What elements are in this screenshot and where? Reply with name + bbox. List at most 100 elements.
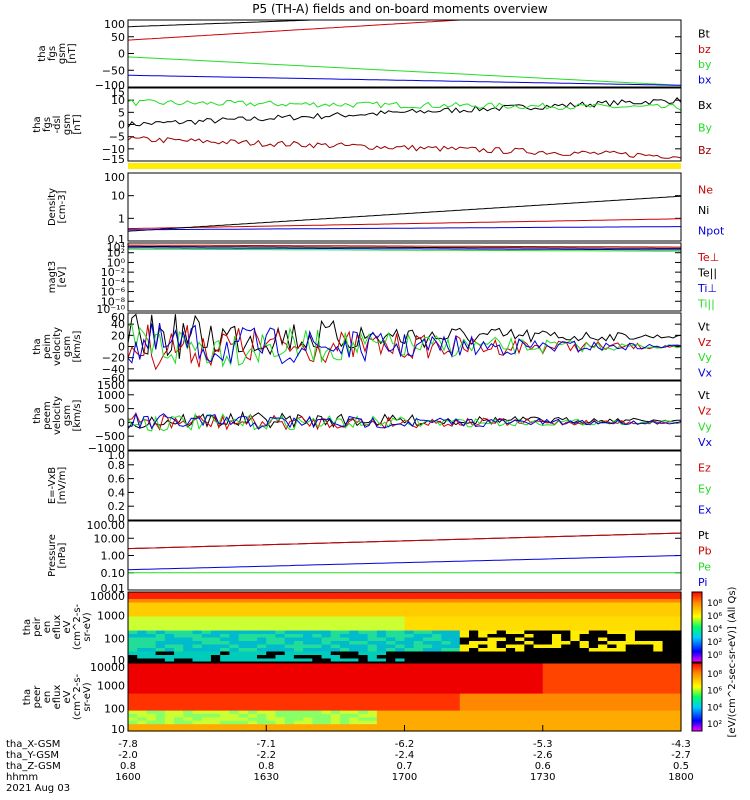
spectrogram-cell xyxy=(367,686,378,691)
spectrogram-cell xyxy=(275,710,286,715)
spectrogram-cell xyxy=(616,697,627,701)
spectrogram-cell xyxy=(450,602,461,607)
spectrogram-cell xyxy=(266,666,277,671)
spectrogram-cell xyxy=(293,616,304,621)
ytick-label: −10 xyxy=(102,143,125,156)
spectrogram-cell xyxy=(155,690,166,695)
spectrogram-cell xyxy=(293,592,304,597)
spectrogram-cell xyxy=(284,651,295,656)
spectrogram-cell xyxy=(330,627,341,632)
spectrogram-cell xyxy=(137,616,148,621)
spectrogram-cell xyxy=(238,724,249,729)
ytick-label: 100 xyxy=(104,633,125,646)
spectrogram-cell xyxy=(533,606,544,611)
spectrogram-cell xyxy=(487,720,498,725)
spectrogram-cell xyxy=(450,651,461,656)
spectrogram-cell xyxy=(146,720,157,725)
spectrogram-cell xyxy=(339,724,350,729)
spectrogram-cell xyxy=(551,613,562,618)
ylabel-line: tha xyxy=(22,689,33,705)
spectrogram-cell xyxy=(634,703,645,708)
spectrogram-cell xyxy=(478,666,489,671)
spectrogram-cell xyxy=(551,609,562,614)
spectrogram-cell xyxy=(570,602,581,607)
spectrogram-cell xyxy=(598,676,608,681)
spectrogram-cell xyxy=(164,663,175,667)
spectrogram-cell xyxy=(413,673,424,678)
spectrogram-cell xyxy=(247,724,258,729)
spectrogram-cell xyxy=(588,630,599,635)
spectrogram-cell xyxy=(257,693,267,698)
spectrogram-cell xyxy=(275,634,286,639)
spectrogram-cell xyxy=(284,710,295,715)
spectrogram-cell xyxy=(284,658,295,663)
spectrogram-cell xyxy=(367,613,378,618)
spectrogram-cell xyxy=(432,616,442,621)
ytick-label: 10⁻⁸ xyxy=(101,295,126,308)
legend-Vt: Vt xyxy=(698,389,711,402)
spectrogram-cell xyxy=(321,651,332,656)
spectrogram-cell xyxy=(598,620,608,625)
spectrogram-cell xyxy=(183,599,194,604)
ytick-label: 500 xyxy=(104,403,125,416)
spectrogram-cell xyxy=(293,676,304,681)
spectrogram-cell xyxy=(607,686,618,691)
spectrogram-cell xyxy=(155,720,166,725)
spectrogram-cell xyxy=(561,666,571,671)
spectrogram-cell xyxy=(432,599,442,604)
spectrogram-cell xyxy=(275,623,286,628)
spectrogram-cell xyxy=(524,710,535,715)
spectrogram-cell xyxy=(551,641,562,646)
spectrogram-cell xyxy=(303,727,313,732)
spectrogram-cell xyxy=(321,683,332,688)
spectrogram-cell xyxy=(561,697,571,701)
spectrogram-cell xyxy=(671,714,682,718)
ylabel-line: (cm^2-s- xyxy=(72,603,83,650)
spectrogram-cell xyxy=(312,595,323,600)
spectrogram-cell xyxy=(542,673,553,678)
spectrogram-cell xyxy=(146,609,157,614)
spectrogram-cell xyxy=(358,710,369,715)
spectrogram-cell xyxy=(303,620,313,625)
spectrogram-cell xyxy=(551,727,562,732)
spectrogram-cell xyxy=(570,710,581,715)
spectrogram-cell xyxy=(146,703,157,708)
spectrogram-cell xyxy=(238,613,249,618)
spectrogram-cell xyxy=(404,620,415,625)
spectrogram-cell xyxy=(496,669,507,674)
spectrogram-cell xyxy=(349,663,360,667)
spectrogram-cell xyxy=(505,700,516,705)
spectrogram-cell xyxy=(524,680,535,684)
spectrogram-cell xyxy=(496,724,507,729)
spectrogram-cell xyxy=(183,616,194,621)
spectrogram-cell xyxy=(634,606,645,611)
spectrogram-cell xyxy=(422,641,433,646)
spectrogram-cell xyxy=(339,673,350,678)
spectrogram-cell xyxy=(616,648,627,653)
spectrogram-cell xyxy=(542,630,553,635)
spectrogram-cell xyxy=(192,623,203,628)
spectrogram-cell xyxy=(266,663,277,667)
spectrogram-cell xyxy=(551,669,562,674)
spectrogram-cell xyxy=(515,710,525,715)
spectrogram-cell xyxy=(367,630,378,635)
spectrogram-cell xyxy=(349,714,360,718)
spectrogram-cell xyxy=(570,669,581,674)
spectrogram-cell xyxy=(275,648,286,653)
spectrogram-cell xyxy=(174,592,184,597)
spectrogram-cell xyxy=(469,673,479,678)
spectrogram-cell xyxy=(598,630,608,635)
spectrogram-cell xyxy=(432,673,442,678)
spectrogram-cell xyxy=(515,673,525,678)
spectrogram-cell xyxy=(505,686,516,691)
spectrogram-cell xyxy=(358,707,369,712)
spectrogram-cell xyxy=(607,613,618,618)
spectrogram-cell xyxy=(164,637,175,642)
spectrogram-cell xyxy=(128,717,138,722)
spectrogram-cell xyxy=(358,673,369,678)
spectrogram-cell xyxy=(238,634,249,639)
spectrogram-cell xyxy=(367,693,378,698)
spectrogram-cell xyxy=(137,651,148,656)
legend-Ex: Ex xyxy=(698,504,712,517)
spectrogram-cell xyxy=(257,666,267,671)
